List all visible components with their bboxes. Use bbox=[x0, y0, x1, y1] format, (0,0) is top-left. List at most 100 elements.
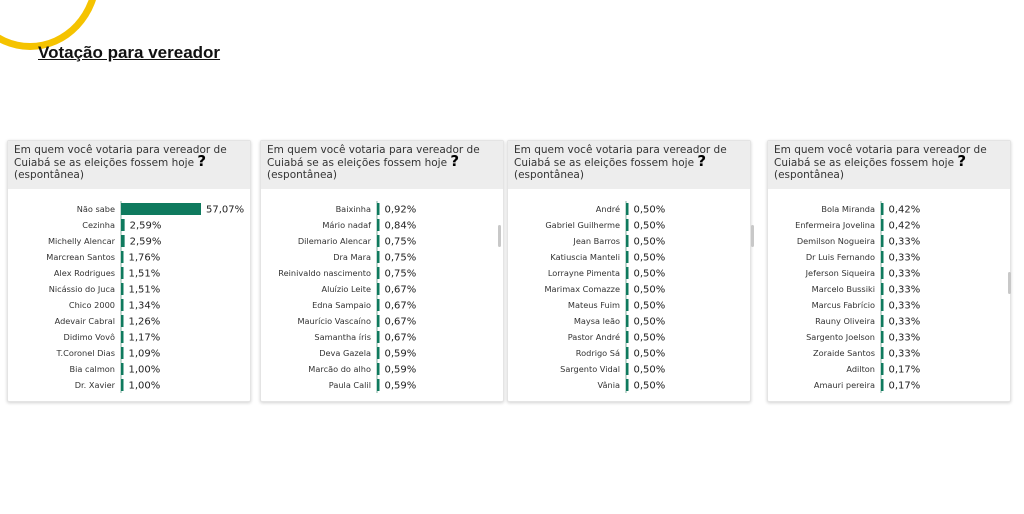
question-mark: ? bbox=[957, 152, 967, 170]
data-label: 0,50% bbox=[634, 317, 666, 328]
bar bbox=[377, 379, 380, 391]
bar bbox=[881, 331, 884, 343]
bar bbox=[881, 267, 884, 279]
data-label: 0,50% bbox=[634, 381, 666, 392]
category-label: Marcão do alho bbox=[308, 364, 371, 374]
data-label: 0,75% bbox=[385, 237, 417, 248]
bar bbox=[626, 379, 629, 391]
panel-header: Em quem você votaria para vereador de Cu… bbox=[8, 141, 250, 189]
data-label: 0,59% bbox=[385, 365, 417, 376]
bar bbox=[377, 235, 380, 247]
data-label: 57,07% bbox=[206, 205, 244, 216]
data-label: 0,50% bbox=[634, 253, 666, 264]
data-label: 0,33% bbox=[889, 333, 921, 344]
panel-header: Em quem você votaria para vereador de Cu… bbox=[261, 141, 503, 189]
bar bbox=[626, 203, 629, 215]
category-label: Zoraide Santos bbox=[813, 348, 875, 358]
category-label: Bola Miranda bbox=[821, 204, 875, 214]
category-label: Vânia bbox=[598, 380, 620, 390]
bar bbox=[626, 315, 629, 327]
page-title: Votação para vereador bbox=[38, 43, 221, 62]
category-label: Dra Mara bbox=[333, 252, 371, 262]
scrollbar[interactable] bbox=[1008, 272, 1011, 294]
data-label: 0,33% bbox=[889, 253, 921, 264]
category-label: Marcelo Bussiki bbox=[812, 284, 875, 294]
data-label: 1,17% bbox=[129, 333, 161, 344]
data-label: 0,50% bbox=[634, 349, 666, 360]
panel-title-line-2: Cuiabá se as eleições fossem hoje bbox=[267, 157, 448, 169]
category-label: Didimo Vovô bbox=[64, 332, 115, 342]
data-label: 0,67% bbox=[385, 301, 417, 312]
category-label: Paula Calil bbox=[329, 380, 371, 390]
data-label: 0,50% bbox=[634, 333, 666, 344]
bar bbox=[121, 315, 124, 327]
bar bbox=[121, 235, 125, 247]
bar bbox=[377, 203, 380, 215]
category-label: Jeferson Siqueira bbox=[805, 268, 875, 278]
data-label: 0,59% bbox=[385, 381, 417, 392]
category-label: Marcrean Santos bbox=[46, 252, 115, 262]
bar bbox=[881, 315, 884, 327]
bar bbox=[377, 347, 380, 359]
scrollbar[interactable] bbox=[498, 225, 501, 247]
chart-panel-1: Em quem você votaria para vereador de Cu… bbox=[7, 140, 251, 402]
data-label: 0,33% bbox=[889, 301, 921, 312]
bar bbox=[121, 379, 124, 391]
panel-title-line-1: Em quem você votaria para vereador de bbox=[774, 144, 987, 156]
data-label: 0,33% bbox=[889, 269, 921, 280]
data-label: 0,17% bbox=[889, 365, 921, 376]
scrollbar[interactable] bbox=[751, 225, 754, 247]
category-label: Demilson Nogueira bbox=[797, 236, 875, 246]
bar bbox=[121, 219, 125, 231]
panel-title-line-3: (espontânea) bbox=[267, 169, 337, 181]
category-label: Sargento Joelson bbox=[806, 332, 875, 342]
data-label: 0,67% bbox=[385, 317, 417, 328]
panel-title-line-2: Cuiabá se as eleições fossem hoje bbox=[514, 157, 695, 169]
bar bbox=[881, 283, 884, 295]
category-label: Bia calmon bbox=[70, 364, 115, 374]
bar bbox=[121, 251, 124, 263]
bar bbox=[121, 283, 124, 295]
question-mark: ? bbox=[197, 152, 207, 170]
bar bbox=[881, 219, 884, 231]
data-label: 1,09% bbox=[129, 349, 161, 360]
category-label: Katiuscia Manteli bbox=[550, 252, 620, 262]
panel-header: Em quem você votaria para vereador de Cu… bbox=[768, 141, 1010, 189]
bar bbox=[377, 315, 380, 327]
data-label: 1,34% bbox=[129, 301, 161, 312]
data-label: 1,00% bbox=[129, 365, 161, 376]
data-label: 0,84% bbox=[385, 221, 417, 232]
bar-chart-1: Não sabe 57,07% Cezinha 2,59% Michelly Alenc… bbox=[46, 201, 244, 393]
bar bbox=[377, 331, 380, 343]
category-label: Marcus Fabrício bbox=[812, 300, 875, 310]
data-label: 0,50% bbox=[634, 269, 666, 280]
bar bbox=[377, 219, 380, 231]
bar bbox=[881, 235, 884, 247]
bar bbox=[626, 235, 629, 247]
category-label: Dr. Xavier bbox=[75, 380, 116, 390]
category-label: Maurício Vascaíno bbox=[297, 316, 371, 326]
bar bbox=[377, 283, 380, 295]
data-label: 0,33% bbox=[889, 317, 921, 328]
data-label: 1,51% bbox=[129, 285, 161, 296]
bar bbox=[626, 299, 629, 311]
category-label: Marimax Comazze bbox=[544, 284, 620, 294]
bar-chart-3: André 0,50% Gabriel Guilherme 0,50% Jean Bar… bbox=[544, 201, 666, 393]
data-label: 0,42% bbox=[889, 205, 921, 216]
chart-panel-2: Em quem você votaria para vereador de Cu… bbox=[260, 140, 504, 402]
panel-title-line-3: (espontânea) bbox=[774, 169, 844, 181]
category-label: Mário nadaf bbox=[322, 220, 372, 230]
category-label: Baixinha bbox=[336, 204, 371, 214]
bar-chart-2: Baixinha 0,92% Mário nadaf 0,84% Dilemario A… bbox=[278, 201, 417, 393]
data-label: 1,00% bbox=[129, 381, 161, 392]
category-label: Maysa leão bbox=[574, 316, 620, 326]
panel-title-line-3: (espontânea) bbox=[14, 169, 84, 181]
category-label: Edna Sampaio bbox=[312, 300, 371, 310]
panel-title-line-3: (espontânea) bbox=[514, 169, 584, 181]
bar bbox=[377, 363, 380, 375]
data-label: 0,75% bbox=[385, 269, 417, 280]
chart-panel-3: Em quem você votaria para vereador de Cu… bbox=[507, 140, 751, 402]
bar bbox=[626, 283, 629, 295]
data-label: 1,26% bbox=[129, 317, 161, 328]
category-label: Rodrigo Sá bbox=[576, 348, 620, 358]
